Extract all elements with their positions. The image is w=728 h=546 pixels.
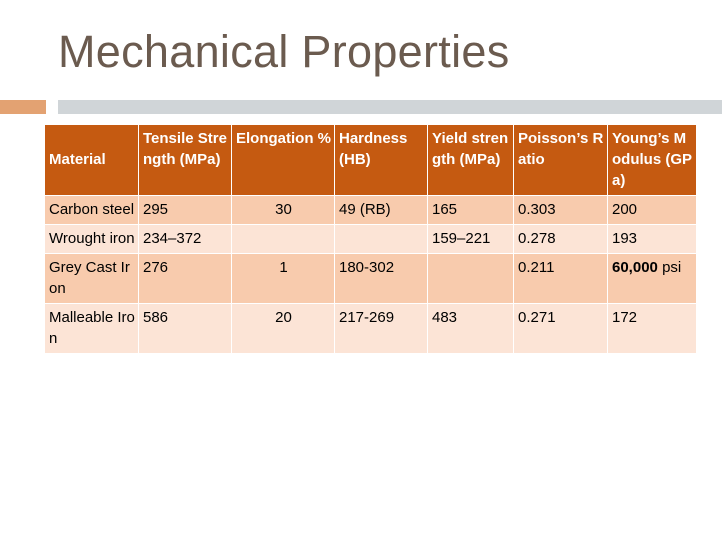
- cell-elongation: 1: [231, 253, 335, 304]
- cell-elongation: 20: [231, 303, 335, 354]
- table-row: Carbon steel 295 30 49 (RB) 165 0.303 20…: [44, 195, 697, 225]
- cell-poissons-ratio: 0.303: [513, 195, 608, 225]
- cell-hardness: [334, 224, 428, 254]
- modulus-value: 60,000: [612, 259, 658, 276]
- cell-tensile-strength: 295: [138, 195, 232, 225]
- cell-yield-strength: 159–221: [427, 224, 514, 254]
- cell-material: Carbon steel: [44, 195, 139, 225]
- table-row: Malleable Iron 586 20 217-269 483 0.271 …: [44, 303, 697, 354]
- header-yield-strength: Yield strength (MPa): [427, 124, 514, 196]
- header-elongation: Elongation %: [231, 124, 335, 196]
- cell-tensile-strength: 234–372: [138, 224, 232, 254]
- cell-yield-strength: [427, 253, 514, 304]
- modulus-unit: psi: [662, 259, 682, 276]
- cell-youngs-modulus: 172: [607, 303, 697, 354]
- cell-yield-strength: 483: [427, 303, 514, 354]
- cell-youngs-modulus: 193: [607, 224, 697, 254]
- cell-yield-strength: 165: [427, 195, 514, 225]
- cell-tensile-strength: 586: [138, 303, 232, 354]
- cell-poissons-ratio: 0.211: [513, 253, 608, 304]
- cell-youngs-modulus: 200: [607, 195, 697, 225]
- cell-youngs-modulus: 60,000 psi: [607, 253, 697, 304]
- header-material: Material: [44, 124, 139, 196]
- cell-hardness: 180-302: [334, 253, 428, 304]
- cell-elongation: 30: [231, 195, 335, 225]
- header-poissons-ratio: Poisson’s Ratio: [513, 124, 608, 196]
- cell-elongation: [231, 224, 335, 254]
- cell-hardness: 49 (RB): [334, 195, 428, 225]
- table-header-row: Material Tensile Strength (MPa) Elongati…: [44, 124, 697, 196]
- table-row: Grey Cast Iron 276 1 180-302 0.211 60,00…: [44, 253, 697, 304]
- title-rule: [58, 100, 722, 114]
- title-accent-block: [0, 100, 46, 114]
- cell-material: Wrought iron: [44, 224, 139, 254]
- cell-material: Grey Cast Iron: [44, 253, 139, 304]
- cell-tensile-strength: 276: [138, 253, 232, 304]
- cell-poissons-ratio: 0.271: [513, 303, 608, 354]
- cell-material: Malleable Iron: [44, 303, 139, 354]
- header-hardness: Hardness (HB): [334, 124, 428, 196]
- cell-poissons-ratio: 0.278: [513, 224, 608, 254]
- header-youngs-modulus: Young’s Modulus (GPa): [607, 124, 697, 196]
- header-tensile-strength: Tensile Strength (MPa): [138, 124, 232, 196]
- table-row: Wrought iron 234–372 159–221 0.278 193: [44, 224, 697, 254]
- mechanical-properties-table: Material Tensile Strength (MPa) Elongati…: [44, 124, 697, 354]
- cell-hardness: 217-269: [334, 303, 428, 354]
- slide-title: Mechanical Properties: [58, 26, 510, 77]
